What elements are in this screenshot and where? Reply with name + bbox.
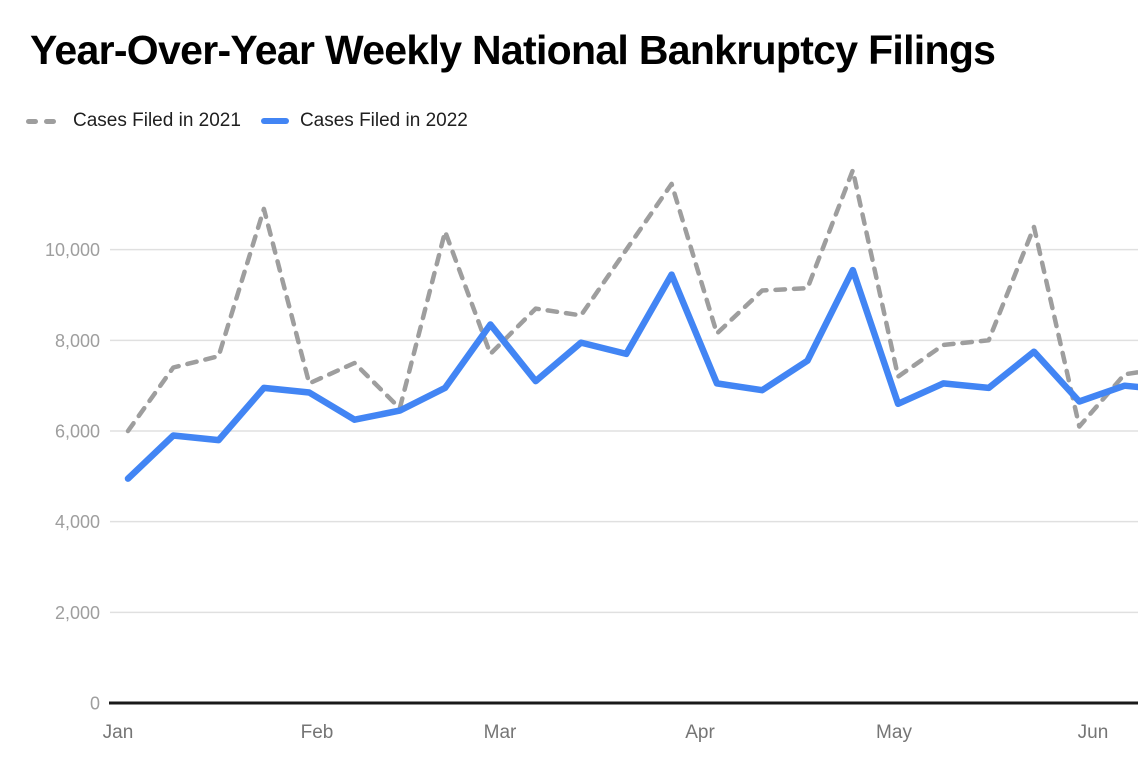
x-tick-label: Apr xyxy=(685,722,715,743)
legend-item-2021: Cases Filed in 2021 xyxy=(26,110,241,132)
chart-title: Year-Over-Year Weekly National Bankruptc… xyxy=(30,27,996,73)
x-tick-label: Jan xyxy=(103,722,134,743)
legend-item-2022: Cases Filed in 2022 xyxy=(260,110,468,132)
y-tick-label: 6,000 xyxy=(55,422,100,442)
series-line-2022 xyxy=(124,266,1138,482)
solid-line-swatch-icon xyxy=(260,117,289,125)
legend-label-2021: Cases Filed in 2021 xyxy=(73,110,241,131)
y-tick-label: 2,000 xyxy=(55,603,100,623)
x-tick-label: Feb xyxy=(301,722,334,743)
x-tick-label: May xyxy=(876,722,912,743)
dashed-line-swatch-icon xyxy=(26,118,62,124)
y-tick-label: 0 xyxy=(90,694,100,714)
y-tick-label: 4,000 xyxy=(55,512,100,532)
x-tick-label: Jun xyxy=(1078,722,1109,743)
y-tick-label: 10,000 xyxy=(45,240,100,260)
x-tick-label: Mar xyxy=(484,722,517,743)
chart-legend: Cases Filed in 2021 Cases Filed in 2022 xyxy=(26,109,488,133)
series-line-2021 xyxy=(125,168,1138,434)
y-tick-label: 8,000 xyxy=(55,331,100,351)
legend-label-2022: Cases Filed in 2022 xyxy=(299,110,468,131)
